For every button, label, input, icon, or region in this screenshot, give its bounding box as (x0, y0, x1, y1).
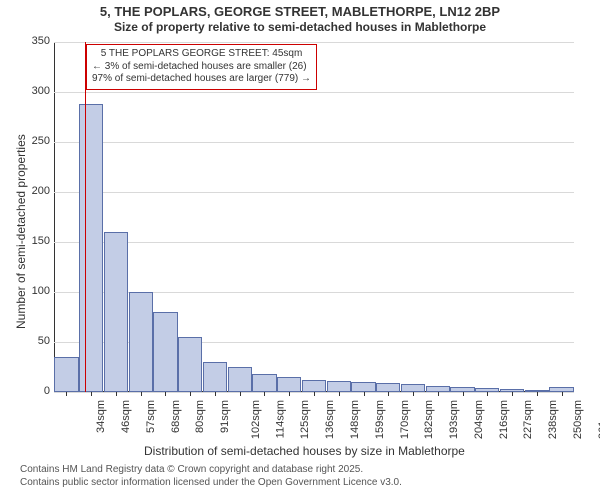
x-tick (438, 392, 439, 396)
x-tick-label: 216sqm (498, 400, 510, 439)
x-tick-label: 68sqm (170, 400, 182, 433)
x-tick (141, 392, 142, 396)
histogram-bar (79, 104, 103, 392)
histogram-bar (203, 362, 227, 392)
annotation-box: 5 THE POPLARS GEORGE STREET: 45sqm← 3% o… (86, 44, 317, 90)
x-tick-label: 125sqm (300, 400, 312, 439)
x-tick (537, 392, 538, 396)
x-tick (364, 392, 365, 396)
x-tick (339, 392, 340, 396)
x-tick (240, 392, 241, 396)
chart-title-line1: 5, THE POPLARS, GEORGE STREET, MABLETHOR… (0, 4, 600, 19)
y-axis-label: Number of semi-detached properties (14, 134, 28, 329)
y-tick-label: 50 (22, 335, 50, 347)
x-tick (512, 392, 513, 396)
y-tick-label: 250 (22, 135, 50, 147)
y-tick-label: 200 (22, 185, 50, 197)
attribution-line1: Contains HM Land Registry data © Crown c… (0, 464, 600, 475)
x-tick (91, 392, 92, 396)
y-tick-label: 150 (22, 235, 50, 247)
x-tick-label: 182sqm (423, 400, 435, 439)
histogram-bar (153, 312, 177, 392)
y-tick-label: 0 (22, 385, 50, 397)
x-tick-label: 250sqm (572, 400, 584, 439)
x-tick-label: 238sqm (547, 400, 559, 439)
y-tick-label: 300 (22, 85, 50, 97)
histogram-bar (327, 381, 351, 392)
x-tick (463, 392, 464, 396)
histogram-bar (401, 384, 425, 392)
grid-line (54, 92, 574, 93)
y-axis-line (54, 42, 55, 392)
x-tick-label: 204sqm (473, 400, 485, 439)
x-tick-label: 170sqm (399, 400, 411, 439)
grid-line (54, 42, 574, 43)
x-tick-label: 136sqm (324, 400, 336, 439)
annotation-line: 5 THE POPLARS GEORGE STREET: 45sqm (92, 48, 311, 61)
grid-line (54, 242, 574, 243)
x-tick (314, 392, 315, 396)
x-tick (388, 392, 389, 396)
x-tick (66, 392, 67, 396)
x-tick-label: 91sqm (219, 400, 231, 433)
plot-area: 5 THE POPLARS GEORGE STREET: 45sqm← 3% o… (54, 42, 574, 392)
attribution-line2: Contains public sector information licen… (0, 477, 600, 488)
histogram-bar (376, 383, 400, 392)
x-tick-label: 227sqm (522, 400, 534, 439)
x-tick (413, 392, 414, 396)
annotation-line: ← 3% of semi-detached houses are smaller… (92, 61, 311, 74)
histogram-bar (252, 374, 276, 392)
grid-line (54, 192, 574, 193)
histogram-bar (129, 292, 153, 392)
x-tick-label: 46sqm (120, 400, 132, 433)
histogram-bar (277, 377, 301, 392)
chart-container: { "chart": { "type": "histogram", "title… (0, 0, 600, 500)
x-tick-label: 34sqm (95, 400, 107, 433)
x-tick-label: 114sqm (274, 400, 286, 438)
x-tick-label: 80sqm (194, 400, 206, 433)
x-tick (190, 392, 191, 396)
x-tick (165, 392, 166, 396)
histogram-bar (351, 382, 375, 392)
histogram-bar (178, 337, 202, 392)
x-tick (487, 392, 488, 396)
x-tick-label: 193sqm (448, 400, 460, 439)
x-tick (562, 392, 563, 396)
x-tick (264, 392, 265, 396)
histogram-bar (104, 232, 128, 392)
x-tick (215, 392, 216, 396)
x-tick-label: 57sqm (145, 400, 157, 433)
y-tick-label: 350 (22, 35, 50, 47)
x-axis-label: Distribution of semi-detached houses by … (144, 444, 465, 458)
x-tick (116, 392, 117, 396)
grid-line (54, 142, 574, 143)
x-tick-label: 148sqm (349, 400, 361, 439)
x-tick-label: 159sqm (374, 400, 386, 439)
histogram-bar (54, 357, 78, 392)
highlight-line (85, 42, 86, 392)
histogram-bar (302, 380, 326, 392)
chart-title-line2: Size of property relative to semi-detach… (0, 20, 600, 34)
x-tick (289, 392, 290, 396)
histogram-bar (228, 367, 252, 392)
annotation-line: 97% of semi-detached houses are larger (… (92, 73, 311, 86)
x-tick-label: 102sqm (250, 400, 262, 439)
y-tick-label: 100 (22, 285, 50, 297)
